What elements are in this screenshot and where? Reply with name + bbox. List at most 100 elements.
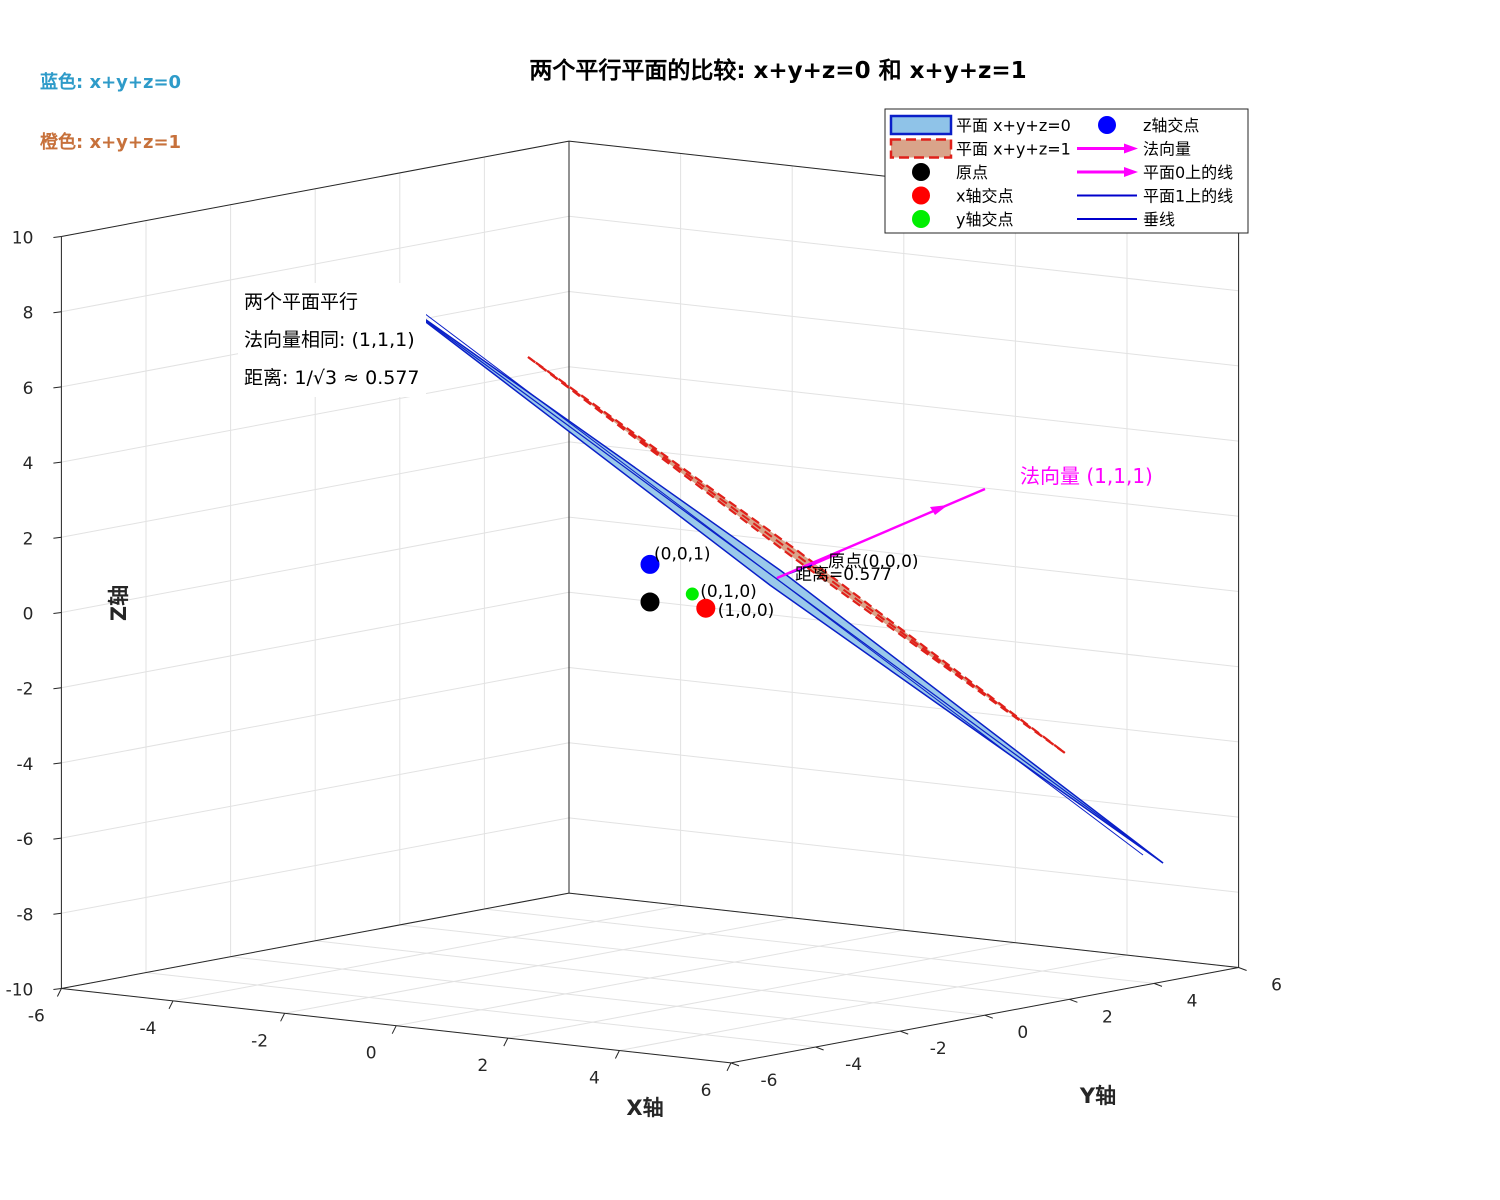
legend-swatch-plane1 [889, 138, 953, 159]
x-tick-label: 0 [366, 1044, 377, 1064]
y-tick-label: -2 [930, 1039, 947, 1059]
x-tick [280, 1013, 286, 1022]
grid-line [568, 215, 1239, 292]
x-tick-label: -4 [140, 1019, 157, 1039]
z-tick [53, 311, 62, 314]
label-distance: 距离=0.577 [795, 565, 892, 585]
label-origin: 原点(0,0,0) [828, 552, 919, 572]
grid-line [61, 366, 570, 463]
x-axis-label: X轴 [626, 1096, 663, 1120]
z-tick-label: -10 [6, 981, 34, 1001]
normal-arrow-head [930, 505, 948, 515]
blue-plane-note: 蓝色: x+y+z=0 [40, 72, 182, 93]
label-z-intercept: (0,0,1) [654, 544, 711, 564]
y-tick [1238, 967, 1247, 971]
legend-label: 垂线 [1143, 210, 1175, 229]
plane-0-edge [407, 300, 1144, 856]
x-tick [503, 1037, 509, 1047]
legend-arrow-head [1124, 167, 1138, 177]
x-tick-label: -6 [28, 1007, 45, 1027]
origin-point [640, 592, 660, 612]
z-tick-label: -4 [16, 755, 33, 775]
y-tick-label: 4 [1187, 991, 1198, 1011]
x-intercept-point [696, 598, 716, 618]
x-tick-label: 6 [701, 1081, 712, 1101]
z-tick-label: 6 [23, 379, 34, 399]
x-tick [391, 1025, 397, 1034]
grid-line [568, 742, 1239, 818]
parallel-note-box: 两个平面平行 法向量相同: (1,1,1) 距离: 1/√3 ≈ 0.577 [238, 283, 426, 397]
legend-label: y轴交点 [956, 210, 1013, 229]
y-tick [730, 1062, 740, 1067]
tick-labels [53, 236, 1247, 1072]
y-tick-label: 2 [1102, 1007, 1113, 1027]
y-intercept-point [685, 587, 699, 601]
grid-line [61, 817, 570, 914]
legend-label: 原点 [956, 163, 988, 182]
axis-edge [61, 140, 570, 237]
normal-vector-arrow [776, 487, 986, 580]
x-tick [56, 988, 62, 997]
z-intercept-point [640, 554, 660, 574]
legend [884, 108, 1249, 234]
legend-label: 平面 x+y+z=1 [956, 140, 1071, 159]
z-tick [53, 236, 62, 238]
z-tick-label: 0 [23, 605, 34, 625]
note-line-parallel: 两个平面平行 [244, 291, 359, 313]
z-tick [53, 912, 62, 915]
z-tick [53, 762, 62, 765]
grid-line [230, 956, 901, 1032]
y-tick-label: -6 [761, 1071, 778, 1091]
y-tick [984, 1014, 993, 1019]
chart-title: 两个平行平面的比较: x+y+z=0 和 x+y+z=1 [529, 57, 1026, 84]
grid-line [484, 908, 1155, 984]
z-tick [53, 536, 62, 539]
z-tick-label: 8 [23, 304, 34, 324]
z-tick-label: 4 [23, 454, 34, 474]
y-tick-label: 0 [1017, 1023, 1028, 1043]
z-tick [53, 988, 62, 990]
legend-label: z轴交点 [1143, 116, 1199, 135]
label-x-intercept: (1,0,0) [718, 601, 775, 621]
grid-line [61, 742, 570, 839]
z-tick [53, 687, 62, 690]
orange-plane-note: 橙色: x+y+z=1 [40, 132, 182, 153]
plane-1-surface [527, 356, 1066, 754]
grid-line [568, 441, 1239, 517]
grid-line [61, 667, 570, 764]
legend-arrow-head [1124, 143, 1138, 154]
axis-edge [61, 892, 570, 989]
grid-line [568, 667, 1239, 743]
grid-line [568, 516, 1239, 592]
legend-label: 法向量 [1143, 140, 1191, 159]
legend-swatch-plane0 [889, 114, 953, 136]
x-tick [168, 1000, 174, 1010]
legend-label: 平面0上的线 [1143, 163, 1233, 182]
z-tick-label: 10 [12, 229, 34, 249]
y-tick-label: 6 [1271, 976, 1282, 996]
y-tick [900, 1030, 909, 1035]
legend-label: x轴交点 [956, 187, 1013, 206]
y-tick [1153, 982, 1163, 987]
grid-line [61, 591, 570, 689]
z-tick [53, 612, 62, 614]
y-tick [815, 1046, 824, 1051]
z-tick-label: -2 [16, 680, 33, 700]
legend-label: 平面1上的线 [1143, 187, 1233, 206]
z-tick-label: -6 [16, 830, 33, 850]
note-line-normal: 法向量相同: (1,1,1) [244, 329, 415, 351]
legend-swatch-point [912, 163, 930, 181]
x-tick-label: 2 [477, 1056, 488, 1076]
grid-line [399, 924, 1070, 1000]
grid-line [568, 591, 1239, 668]
x-tick [726, 1062, 732, 1072]
y-axis-label: Y轴 [1079, 1084, 1116, 1108]
grid-line [61, 441, 570, 538]
legend-swatch-point [912, 186, 930, 205]
grid-line [145, 972, 816, 1048]
grid-line [568, 817, 1239, 893]
grid-line [568, 291, 1239, 367]
legend-swatch-point [1098, 116, 1116, 134]
z-tick [53, 386, 62, 389]
